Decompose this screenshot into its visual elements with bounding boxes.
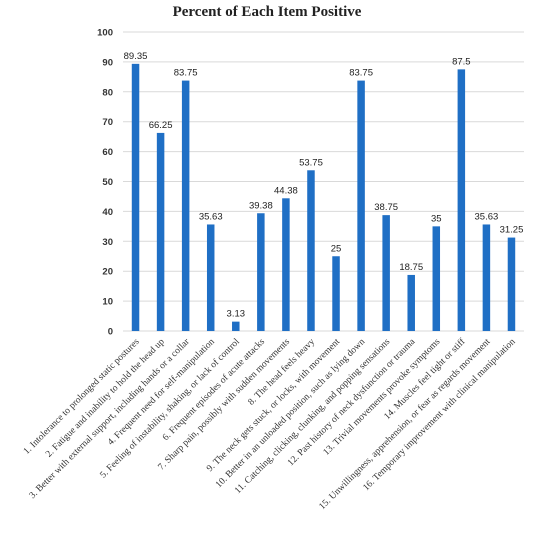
- y-axis-ticks: 0 10 20 30 40 50 60 70 80 90 100: [97, 28, 113, 338]
- bar: [131, 63, 140, 331]
- bar: [507, 237, 516, 331]
- bar: [206, 224, 215, 331]
- bar: [407, 274, 415, 331]
- data-label: 53.75: [299, 157, 323, 168]
- y-tick-label: 100: [97, 28, 113, 39]
- y-tick-label: 90: [102, 57, 113, 68]
- data-label: 83.75: [349, 68, 373, 79]
- data-label: 35: [431, 213, 442, 224]
- data-label: 66.25: [149, 120, 173, 131]
- data-label: 35.63: [475, 211, 499, 222]
- y-tick-label: 50: [102, 177, 113, 188]
- y-tick-label: 40: [102, 207, 113, 218]
- bar: [282, 198, 290, 331]
- bar: [232, 321, 240, 331]
- data-label: 18.75: [399, 262, 423, 273]
- y-tick-label: 10: [102, 297, 113, 308]
- data-label: 39.38: [249, 200, 273, 211]
- data-label: 3.13: [227, 309, 246, 320]
- data-label: 35.63: [199, 211, 223, 222]
- y-tick-label: 30: [102, 237, 113, 248]
- bar: [307, 170, 315, 331]
- bar: [432, 226, 441, 331]
- data-label: 44.38: [274, 185, 298, 196]
- y-tick-label: 20: [102, 267, 113, 278]
- gridlines: [123, 31, 524, 332]
- data-label: 83.75: [174, 68, 198, 79]
- y-tick-label: 70: [102, 117, 113, 128]
- y-tick-label: 60: [102, 147, 113, 158]
- bars: [131, 63, 516, 332]
- bar: [181, 80, 190, 332]
- bar: [457, 69, 466, 331]
- bar: [257, 213, 265, 331]
- data-label: 31.25: [500, 225, 524, 236]
- data-label: 87.5: [452, 56, 471, 67]
- data-label: 25: [331, 243, 342, 254]
- x-axis-labels: 1. Intolerance to prolonged static postu…: [22, 336, 518, 512]
- bar: [156, 132, 165, 331]
- y-tick-label: 0: [108, 327, 113, 338]
- y-tick-label: 80: [102, 87, 113, 98]
- data-label: 89.35: [124, 51, 148, 62]
- chart-title: Percent of Each Item Positive: [172, 4, 362, 20]
- bar: [382, 215, 390, 331]
- bar: [357, 80, 365, 332]
- bar: [482, 224, 491, 331]
- data-label: 38.75: [374, 202, 398, 213]
- bar: [332, 256, 340, 331]
